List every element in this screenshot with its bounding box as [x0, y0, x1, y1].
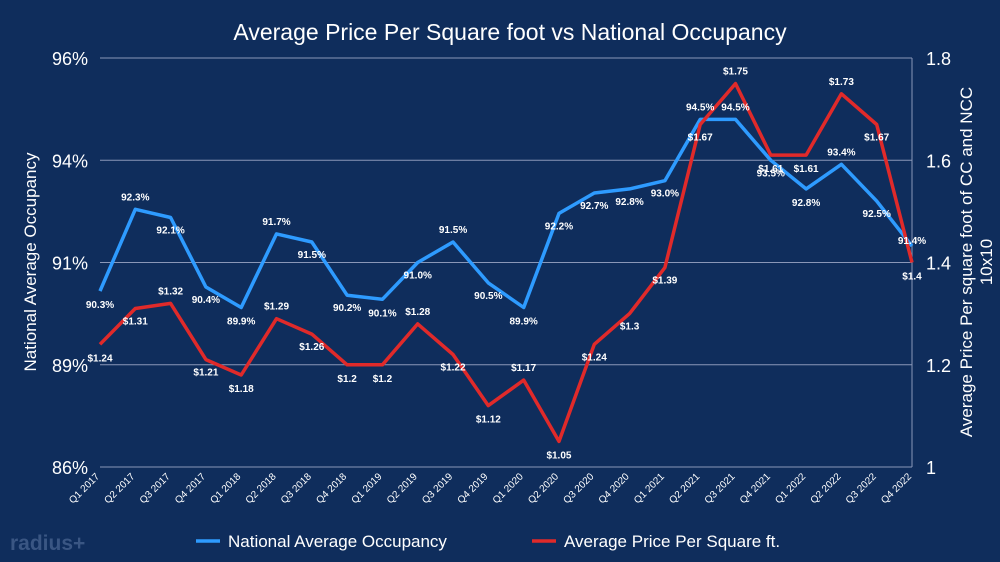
data-label: 90.1%	[368, 308, 396, 319]
data-label: $1.31	[123, 317, 148, 328]
data-label: 90.5%	[474, 291, 502, 302]
data-label: 90.3%	[86, 300, 114, 311]
data-label: 89.9%	[227, 316, 255, 327]
data-label: $1.21	[193, 368, 218, 379]
right-axis-label-line2: 10x10	[977, 239, 996, 285]
data-label: $1.24	[582, 352, 607, 363]
data-label: 92.7%	[580, 201, 608, 212]
data-label: $1.17	[511, 363, 536, 374]
series-line-price	[98, 81, 914, 444]
data-label: $1.61	[794, 164, 819, 175]
data-label: 93.4%	[827, 147, 855, 158]
data-label: 93.5%	[757, 168, 785, 179]
data-label: 92.1%	[156, 226, 184, 237]
data-labels: 90.3% 92.3% 92.1% 90.4% 89.9% 91.7% 91.5% 90.2%…	[86, 67, 926, 462]
data-label: $1.22	[441, 363, 466, 374]
data-label: 92.8%	[792, 198, 820, 209]
right-tick-label: 1	[926, 458, 936, 478]
right-tick-label: 1.8	[926, 49, 951, 69]
data-label: $1.12	[476, 415, 501, 426]
right-axis-ticks: 1 1.2 1.4 1.6 1.8	[926, 49, 951, 478]
right-tick-label: 1.2	[926, 356, 951, 376]
left-tick-label: 96%	[52, 49, 88, 69]
data-label: 92.3%	[121, 192, 149, 203]
series-line-occupancy	[98, 117, 914, 310]
data-label: $1.39	[652, 276, 677, 287]
data-label: $1.29	[264, 302, 289, 313]
data-label: 89.9%	[509, 316, 537, 327]
data-label: $1.3	[620, 322, 640, 333]
data-label: 91.5%	[298, 250, 326, 261]
left-tick-label: 86%	[52, 458, 88, 478]
left-axis-label: National Average Occupancy	[21, 152, 40, 371]
data-label: $1.2	[373, 374, 393, 385]
right-tick-label: 1.6	[926, 151, 951, 171]
data-label: $1.28	[405, 307, 430, 318]
data-label: $1.75	[723, 67, 748, 78]
data-label: $1.26	[299, 342, 324, 353]
data-label: 94.5%	[686, 102, 714, 113]
data-label: $1.05	[546, 450, 571, 461]
legend-label-occupancy: National Average Occupancy	[228, 532, 447, 551]
data-label: 92.5%	[863, 209, 891, 220]
series-lines	[98, 81, 914, 444]
data-label: 91.5%	[439, 225, 467, 236]
legend-label-price: Average Price Per Square ft.	[564, 532, 780, 551]
data-label: $1.32	[158, 286, 183, 297]
watermark-logo: radius+	[10, 532, 85, 555]
left-tick-label: 91%	[52, 254, 88, 274]
data-label: $1.67	[688, 132, 713, 143]
chart-title: Average Price Per Square foot vs Nationa…	[233, 19, 787, 45]
data-label: 90.2%	[333, 303, 361, 314]
data-label: $1.2	[337, 374, 357, 385]
right-tick-label: 1.4	[926, 254, 951, 274]
left-tick-label: 89%	[52, 356, 88, 376]
data-label: 91.4%	[898, 236, 926, 247]
data-label: $1.67	[864, 132, 889, 143]
left-axis-ticks: 86% 89% 91% 94% 96%	[52, 49, 88, 478]
right-axis-label-line1: Average Price Per square foot of CC and …	[957, 87, 976, 437]
data-label: 91.7%	[262, 217, 290, 228]
data-label: 93.0%	[651, 189, 679, 200]
data-label: $1.73	[829, 77, 854, 88]
data-label: 92.8%	[615, 197, 643, 208]
data-label: $1.24	[87, 353, 112, 364]
legend: National Average Occupancy Average Price…	[196, 532, 780, 551]
data-label: 94.5%	[721, 102, 749, 113]
data-label: 92.2%	[545, 221, 573, 232]
data-label: 91.0%	[404, 271, 432, 282]
data-label: 90.4%	[192, 295, 220, 306]
data-label: $1.4	[902, 272, 922, 283]
data-label: $1.18	[229, 384, 254, 395]
data-label: $1.61	[758, 164, 783, 175]
left-tick-label: 94%	[52, 151, 88, 171]
